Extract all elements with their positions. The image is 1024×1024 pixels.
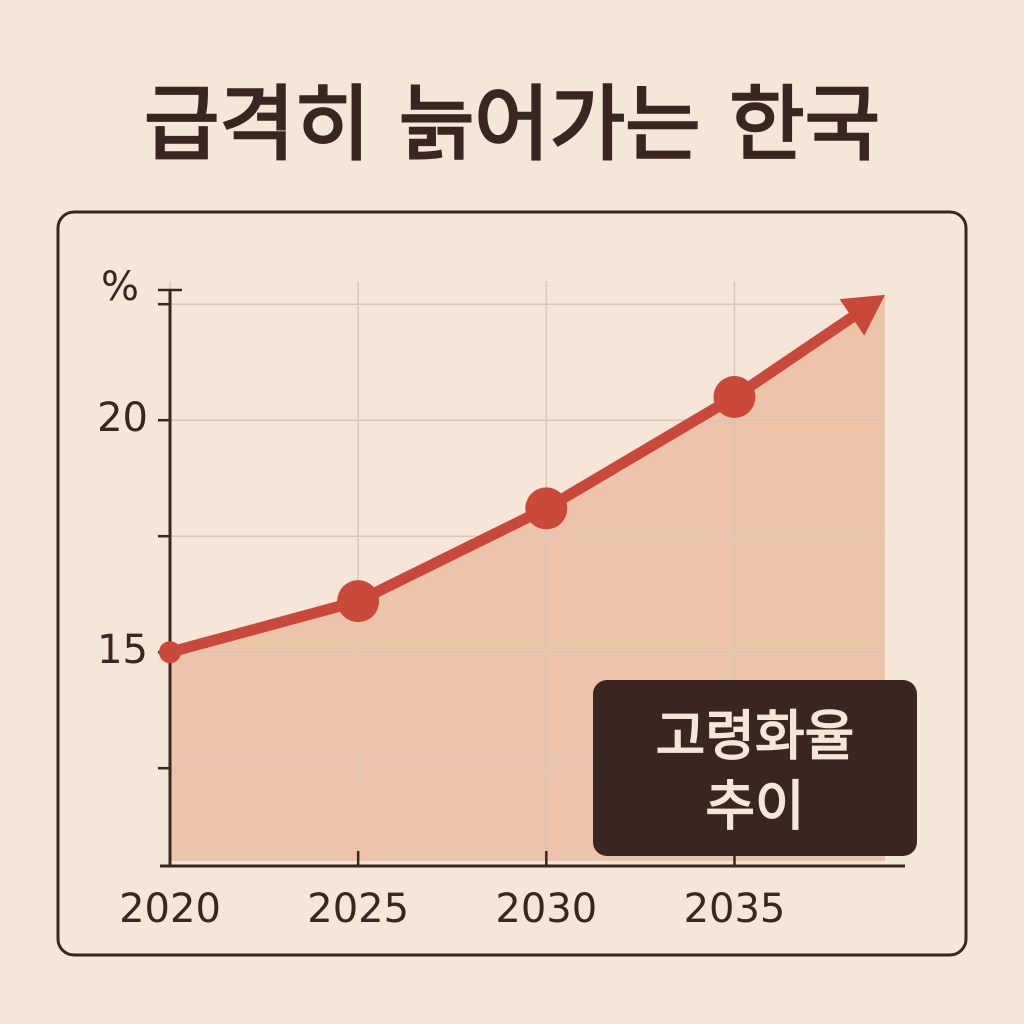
marker [337,580,380,623]
y-axis-label: % [101,264,139,310]
x-tick-label: 2025 [307,886,409,932]
marker [525,487,568,530]
marker [159,641,181,664]
y-tick-label: 20 [97,395,148,441]
x-tick-label: 2020 [119,886,221,932]
annotation-box [593,680,917,856]
marker [713,376,756,418]
x-tick-label: 2030 [495,886,597,932]
annotation-text: 고령화율 [656,705,855,768]
y-tick-label: 15 [97,627,148,673]
x-tick-label: 2035 [684,886,786,932]
chart-title: 급격히 늙어가는 한국 [144,77,880,172]
arrowhead [839,294,885,336]
annotation-text: 추이 [705,775,804,838]
